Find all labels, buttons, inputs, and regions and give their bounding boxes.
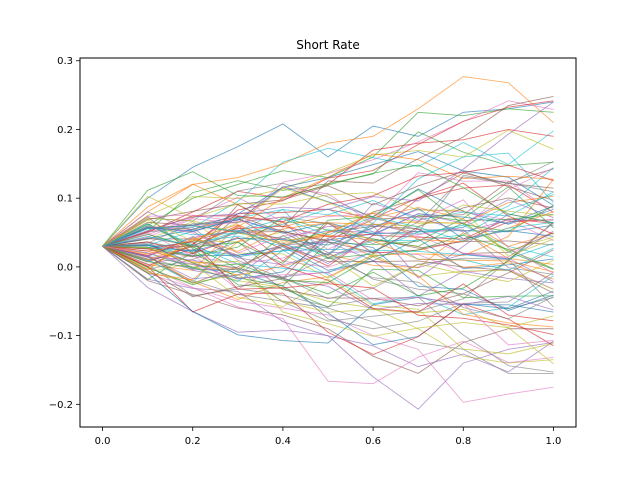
- series-line-77: [102, 222, 554, 258]
- series-line-43: [102, 221, 554, 297]
- series-line-46: [102, 245, 554, 294]
- x-tick-label: 1.0: [546, 436, 562, 447]
- series-line-31: [102, 238, 554, 271]
- series-line-100: [102, 216, 554, 247]
- y-tick-label: −0.1: [49, 331, 73, 342]
- y-tick-label: 0.0: [57, 262, 73, 273]
- series-line-18: [102, 222, 554, 322]
- series-line-29: [102, 129, 554, 247]
- series-line-33: [102, 223, 554, 308]
- series-line-89: [102, 245, 554, 365]
- chart-title: Short Rate: [296, 38, 360, 52]
- series-line-37: [102, 245, 554, 385]
- series-line-60: [102, 191, 554, 247]
- y-tick-label: 0.2: [57, 125, 73, 136]
- series-line-4: [102, 129, 554, 247]
- x-tick-label: 0.4: [275, 436, 291, 447]
- y-tick-label: 0.1: [57, 194, 73, 205]
- series-line-48: [102, 245, 554, 373]
- plot-frame: [79, 57, 577, 428]
- series-line-93: [102, 164, 554, 247]
- series-line-51: [102, 238, 554, 311]
- series-line-95: [102, 101, 554, 247]
- series-line-34: [102, 184, 554, 256]
- series-line-13: [102, 131, 554, 247]
- series-line-23: [102, 186, 554, 287]
- y-tick-label: −0.2: [49, 400, 73, 411]
- series-line-80: [102, 208, 554, 271]
- x-axis: 0.0 0.2 0.4 0.6 0.8 1.0: [95, 427, 562, 447]
- x-tick-label: 0.6: [365, 436, 381, 447]
- series-line-64: [102, 245, 554, 356]
- series-line-54: [102, 100, 554, 252]
- series-line-28: [102, 240, 554, 330]
- series-line-12: [102, 178, 554, 300]
- series-line-79: [102, 192, 554, 257]
- series-line-2: [102, 76, 554, 247]
- series-line-98: [102, 174, 554, 256]
- x-tick-label: 0.0: [95, 436, 111, 447]
- series-line-99: [102, 187, 554, 247]
- series-line-71: [102, 245, 554, 344]
- series-line-45: [102, 245, 554, 311]
- y-axis: −0.2 −0.1 0.0 0.1 0.2 0.3: [49, 56, 80, 411]
- series-line-90: [102, 152, 554, 255]
- series-line-68: [102, 227, 554, 320]
- series-line-7: [102, 245, 554, 403]
- x-tick-label: 0.8: [455, 436, 471, 447]
- series-line-6: [102, 245, 554, 374]
- series-line-87: [102, 199, 554, 274]
- series-line-69: [102, 211, 554, 252]
- series-line-8: [102, 245, 554, 374]
- series-line-82: [102, 222, 554, 273]
- x-tick-label: 0.2: [185, 436, 201, 447]
- series-line-86: [102, 95, 554, 258]
- series-line-76: [102, 170, 554, 247]
- y-tick-label: 0.3: [57, 56, 73, 67]
- series-line-88: [102, 245, 554, 308]
- series-line-91: [102, 208, 554, 252]
- series-line-20: [102, 130, 554, 247]
- series-line-55: [102, 211, 554, 283]
- series-layer: [102, 76, 554, 410]
- series-line-39: [102, 245, 554, 355]
- series-line-21: [102, 241, 554, 346]
- series-line-97: [102, 245, 554, 346]
